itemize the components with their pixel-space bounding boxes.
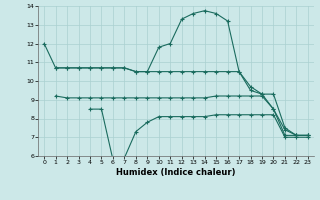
X-axis label: Humidex (Indice chaleur): Humidex (Indice chaleur) xyxy=(116,168,236,177)
